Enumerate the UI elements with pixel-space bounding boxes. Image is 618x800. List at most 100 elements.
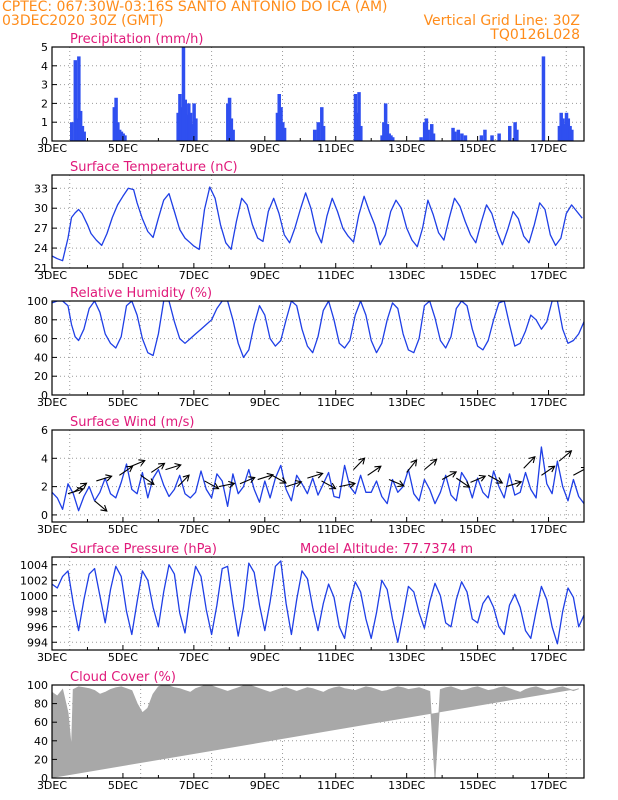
precip-bar — [357, 92, 361, 141]
wind-arrow — [165, 464, 181, 471]
wind-xtick-label: 11DEC — [317, 523, 354, 536]
precip-bar — [611, 111, 615, 141]
precip-xtick-label: 15DEC — [459, 142, 496, 155]
rh-ytick-label: 20 — [34, 370, 48, 383]
temp-xtick-label: 9DEC — [250, 269, 280, 282]
temp-ytick-label: 27 — [34, 222, 48, 235]
precip-bar — [114, 97, 118, 141]
precip-bar — [593, 124, 597, 141]
wind-arrow — [150, 462, 165, 473]
wind-data — [52, 446, 584, 512]
header-model-id: TQ0126L028 — [490, 27, 580, 43]
precip-bar — [422, 122, 427, 141]
wind-arrow-head — [147, 478, 155, 485]
precip-bar — [424, 118, 429, 141]
wind-arrow — [218, 482, 235, 488]
cloud-ytick-label: 100 — [27, 679, 48, 692]
precip-bar — [183, 99, 187, 141]
rh-ytick-label: 60 — [34, 333, 48, 346]
cloud-xtick-label: 3DEC — [37, 779, 67, 792]
wind-arrow — [119, 465, 133, 476]
pressure-xtick-label: 3DEC — [37, 651, 67, 664]
pressure-ytick-label: 998 — [27, 605, 48, 618]
precip-bar — [123, 135, 127, 141]
precip-bar — [453, 131, 457, 141]
precip-bar — [429, 124, 434, 141]
precip-bar — [559, 112, 563, 141]
pressure-data — [52, 560, 584, 645]
precip-bar — [383, 103, 388, 141]
precip-bar — [387, 133, 391, 141]
precip-bar — [70, 122, 74, 141]
wind-xtick-label: 17DEC — [530, 523, 567, 536]
wind-arrow — [271, 474, 287, 484]
wind-ytick-label: 0 — [41, 509, 48, 522]
precip-ytick-label: 5 — [41, 41, 48, 54]
precip-bar — [77, 56, 81, 141]
pressure-ytick-label: 1002 — [20, 574, 48, 587]
rh-xtick-label: 15DEC — [459, 396, 496, 409]
precip-bar — [613, 107, 617, 141]
rh-ytick-label: 80 — [34, 314, 48, 327]
wind-arrow — [285, 481, 302, 488]
cloud-title: Cloud Cover (%) — [70, 670, 176, 685]
cloud-data — [52, 685, 579, 778]
temp-xtick-label: 17DEC — [530, 269, 567, 282]
wind-arrow-head — [430, 458, 438, 466]
wind-arrow-head — [329, 482, 337, 490]
precip-ytick-label: 1 — [41, 116, 48, 129]
wind-ytick-label: 6 — [41, 424, 48, 437]
temp-ytick-label: 30 — [34, 202, 48, 215]
wind-arrow-head — [374, 465, 382, 473]
pressure-ytick-label: 1004 — [20, 559, 48, 572]
wind-arrow-head — [564, 450, 573, 458]
precip-bar — [557, 125, 562, 141]
rh-title: Relative Humidity (%) — [70, 286, 212, 301]
precip-bar — [431, 133, 436, 141]
precip-bar — [321, 125, 326, 141]
temp-xtick-label: 11DEC — [317, 269, 354, 282]
precip-bar — [277, 94, 281, 141]
pressure-xtick-label: 11DEC — [317, 651, 354, 664]
precip-title: Precipitation (mm/h) — [70, 32, 203, 47]
precip-bar — [598, 111, 602, 141]
wind-arrow-head — [548, 465, 556, 473]
wind-arrow-head — [449, 471, 458, 478]
precip-bar — [561, 118, 565, 141]
wind-arrow — [140, 474, 155, 485]
pressure-xtick-label: 17DEC — [530, 651, 567, 664]
precip-bar — [188, 112, 193, 141]
rh-ytick-label: 40 — [34, 351, 48, 364]
wind-xtick-label: 13DEC — [388, 523, 425, 536]
precip-data — [70, 47, 617, 141]
precip-bar — [385, 124, 390, 141]
precip-bar — [116, 122, 120, 141]
precip-xtick-label: 17DEC — [530, 142, 567, 155]
wind-arrow — [321, 480, 336, 490]
temp-series-line — [52, 186, 583, 262]
precip-bar — [82, 131, 86, 141]
precip-xtick-label: 9DEC — [250, 142, 280, 155]
wind-arrow — [307, 472, 323, 479]
wind-panel: 0 2 4 6 3DEC 5DEC 7DEC 9DEC 11DEC 13DEC 15DEC 17DEC… — [37, 415, 585, 536]
precip-bar — [463, 135, 468, 141]
wind-arrow — [239, 477, 255, 485]
wind-arrow-head — [248, 476, 256, 484]
temp-xtick-label: 13DEC — [388, 269, 425, 282]
rh-xtick-label: 11DEC — [317, 396, 354, 409]
precip-bar — [490, 135, 494, 141]
cloud-ytick-label: 0 — [41, 772, 48, 785]
precip-bar — [588, 113, 592, 141]
wind-arrow — [367, 465, 382, 476]
pressure-xtick-label: 15DEC — [459, 651, 496, 664]
temp-panel: 21 24 27 30 33 3DEC 5DEC 7DEC 9DEC 11DEC 13DEC 15DE… — [34, 160, 585, 282]
precip-bar — [226, 103, 230, 141]
precip-xtick-label: 7DEC — [179, 142, 209, 155]
precip-bar — [192, 103, 196, 141]
rh-frame — [51, 300, 585, 396]
temp-ytick-label: 33 — [34, 182, 48, 195]
wind-arrow-head — [158, 462, 166, 470]
precip-bar — [479, 135, 484, 141]
wind-arrow — [177, 474, 190, 487]
precip-bar — [566, 118, 571, 141]
